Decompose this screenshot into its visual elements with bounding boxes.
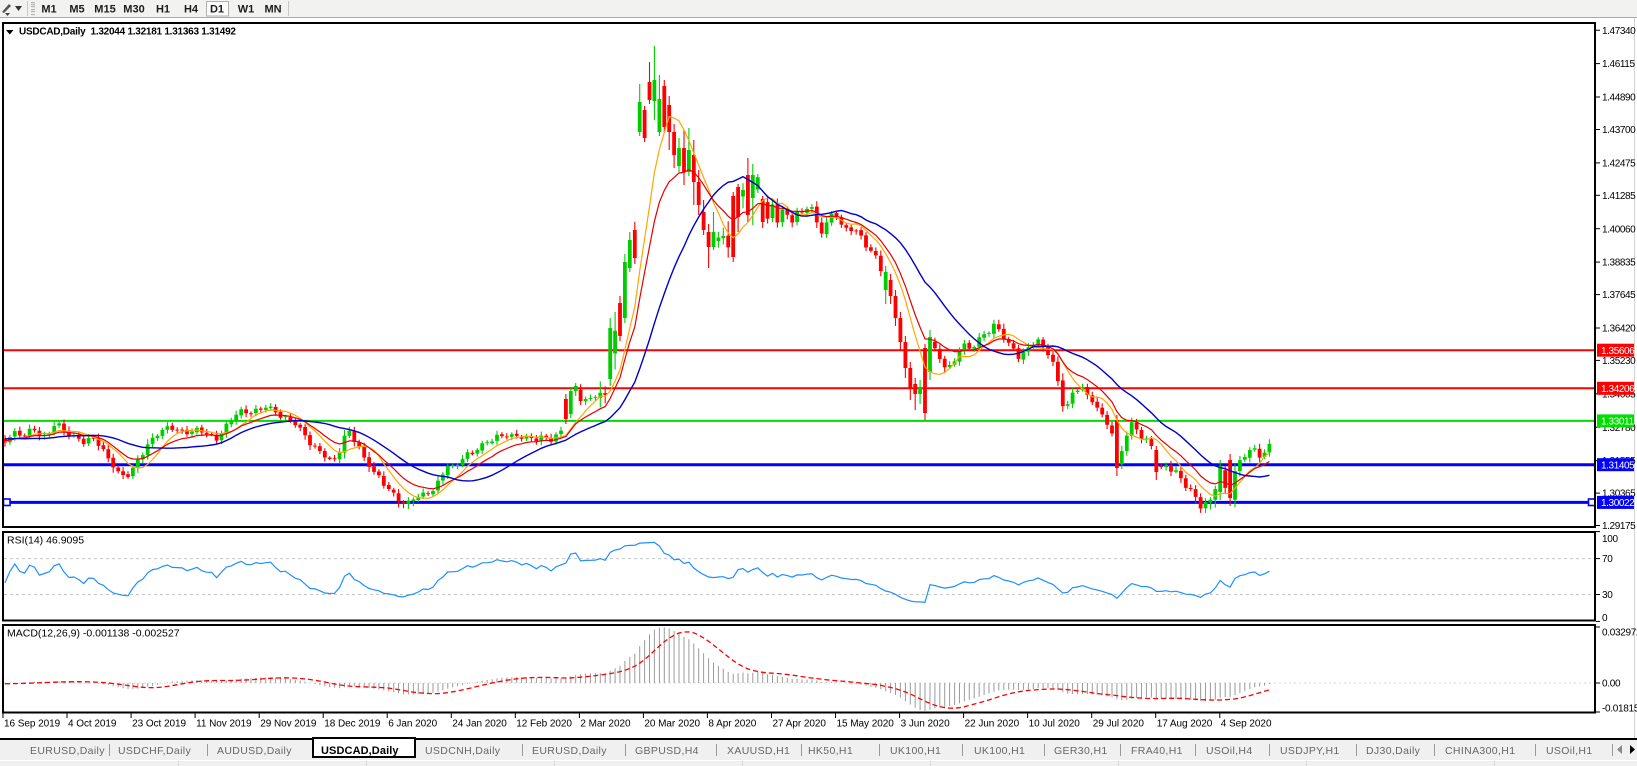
svg-text:16 Sep 2019: 16 Sep 2019 [4,719,61,730]
svg-text:D1: D1 [210,4,224,16]
svg-text:0: 0 [1602,613,1608,624]
svg-text:-0.018154: -0.018154 [1602,704,1637,715]
svg-text:0.032972: 0.032972 [1602,628,1637,639]
svg-text:23 Oct 2019: 23 Oct 2019 [132,719,186,730]
svg-text:30: 30 [1602,590,1613,601]
svg-text:4 Sep 2020: 4 Sep 2020 [1221,719,1272,730]
svg-text:HK50,H1: HK50,H1 [808,745,853,757]
svg-text:M15: M15 [94,4,115,16]
svg-text:XAUUSD,H1: XAUUSD,H1 [727,745,790,757]
svg-text:29 Jul 2020: 29 Jul 2020 [1093,719,1145,730]
svg-text:0.00: 0.00 [1602,679,1621,690]
svg-text:USOil,H1: USOil,H1 [1546,745,1593,757]
svg-text:MACD(12,26,9) -0.001138 -0.002: MACD(12,26,9) -0.001138 -0.002527 [7,628,180,640]
svg-text:3 Jun 2020: 3 Jun 2020 [901,719,950,730]
svg-text:2 Mar 2020: 2 Mar 2020 [580,719,631,730]
svg-text:11 Nov 2019: 11 Nov 2019 [196,719,252,730]
svg-text:CHINA300,H1: CHINA300,H1 [1445,745,1515,757]
svg-text:24 Jan 2020: 24 Jan 2020 [452,719,507,730]
svg-text:USDJPY,H1: USDJPY,H1 [1280,745,1340,757]
svg-text:1.43700: 1.43700 [1602,125,1636,136]
svg-text:RSI(14) 46.9095: RSI(14) 46.9095 [7,535,84,547]
svg-text:1.35230: 1.35230 [1602,356,1636,367]
svg-text:8 Apr 2020: 8 Apr 2020 [708,719,756,730]
svg-text:18 Dec 2019: 18 Dec 2019 [324,719,381,730]
svg-text:1.35606: 1.35606 [1601,346,1635,357]
svg-text:27 Apr 2020: 27 Apr 2020 [773,719,827,730]
svg-text:W1: W1 [238,4,255,16]
svg-text:1.30022: 1.30022 [1601,498,1635,509]
svg-text:GER30,H1: GER30,H1 [1054,745,1108,757]
svg-text:22 Jun 2020: 22 Jun 2020 [965,719,1020,730]
svg-text:USDCNH,Daily: USDCNH,Daily [425,745,501,757]
svg-text:USDCAD,Daily 1.32044 1.32181: USDCAD,Daily 1.32044 1.32181 1.31363 1.3… [19,26,236,37]
svg-text:1.47340: 1.47340 [1602,26,1636,37]
svg-text:12 Feb 2020: 12 Feb 2020 [516,719,572,730]
svg-text:M1: M1 [41,4,56,16]
svg-text:1.33011: 1.33011 [1601,417,1634,428]
svg-text:1.34005: 1.34005 [1602,389,1636,400]
svg-text:1.30365: 1.30365 [1602,489,1636,500]
svg-text:6 Jan 2020: 6 Jan 2020 [388,719,437,730]
svg-text:1.44890: 1.44890 [1602,93,1636,104]
svg-text:1.40060: 1.40060 [1602,224,1636,235]
svg-text:100: 100 [1602,534,1619,545]
svg-text:10 Jul 2020: 10 Jul 2020 [1029,719,1081,730]
svg-text:M5: M5 [69,4,84,16]
svg-text:70: 70 [1602,554,1613,565]
svg-text:29 Nov 2019: 29 Nov 2019 [260,719,317,730]
svg-text:1.31405: 1.31405 [1601,461,1635,472]
svg-text:1.37645: 1.37645 [1602,290,1636,301]
svg-text:UK100,H1: UK100,H1 [974,745,1025,757]
svg-text:H1: H1 [156,4,170,16]
svg-text:1.46115: 1.46115 [1602,59,1635,70]
svg-text:FRA40,H1: FRA40,H1 [1131,745,1183,757]
svg-text:MN: MN [264,4,281,16]
svg-text:20 Mar 2020: 20 Mar 2020 [644,719,700,730]
svg-text:GBPUSD,H4: GBPUSD,H4 [635,745,699,757]
svg-text:USOil,H4: USOil,H4 [1206,745,1253,757]
svg-text:15 May 2020: 15 May 2020 [837,719,895,730]
svg-text:1.41285: 1.41285 [1602,191,1636,202]
svg-text:1.29175: 1.29175 [1602,521,1636,532]
svg-text:UK100,H1: UK100,H1 [890,745,941,757]
svg-text:USDCHF,Daily: USDCHF,Daily [118,745,191,757]
svg-text:AUDUSD,Daily: AUDUSD,Daily [217,745,292,757]
svg-text:DJ30,Daily: DJ30,Daily [1366,745,1421,757]
svg-text:1.42475: 1.42475 [1602,159,1636,170]
svg-text:1.34206: 1.34206 [1601,384,1635,395]
svg-text:4 Oct 2019: 4 Oct 2019 [68,719,117,730]
svg-text:17 Aug 2020: 17 Aug 2020 [1157,719,1213,730]
svg-text:M30: M30 [123,4,144,16]
svg-text:1.36420: 1.36420 [1602,324,1636,335]
svg-text:1.38835: 1.38835 [1602,258,1636,269]
svg-text:EURUSD,Daily: EURUSD,Daily [30,745,105,757]
svg-text:H4: H4 [184,4,199,16]
svg-text:EURUSD,Daily: EURUSD,Daily [532,745,607,757]
svg-text:1.32780: 1.32780 [1602,423,1636,434]
svg-text:USDCAD,Daily: USDCAD,Daily [321,745,399,757]
